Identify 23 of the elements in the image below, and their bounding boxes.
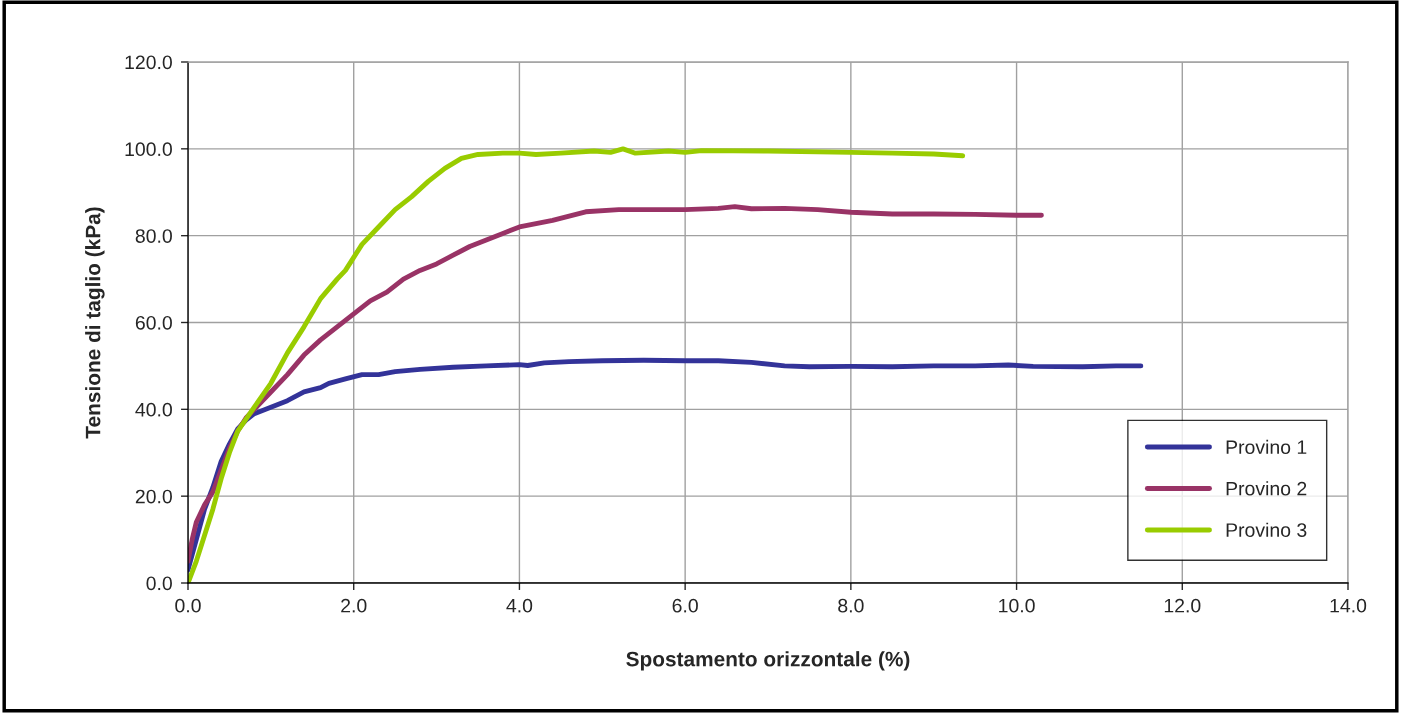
line-series xyxy=(188,357,1144,573)
y-tick-label: 40.0 xyxy=(135,402,172,417)
line-series xyxy=(188,146,966,583)
y-tick-label: 0.0 xyxy=(146,576,172,591)
y-tick-label: 100.0 xyxy=(125,142,172,157)
legend-label: Provino 3 xyxy=(1226,522,1307,537)
x-tick-label: 0.0 xyxy=(175,598,201,613)
x-tick-label: 10.0 xyxy=(999,598,1035,613)
legend-label: Provino 2 xyxy=(1226,481,1307,496)
x-tick-label: 8.0 xyxy=(838,598,864,613)
y-tick-label: 60.0 xyxy=(135,315,172,330)
x-axis-title: Spostamento orizzontale (%) xyxy=(626,651,910,671)
x-tick-label: 12.0 xyxy=(1164,598,1201,613)
y-tick-label: 120.0 xyxy=(125,55,172,70)
x-tick-label: 14.0 xyxy=(1330,598,1367,613)
x-tick-label: 6.0 xyxy=(672,598,698,613)
y-tick-label: 80.0 xyxy=(135,229,172,243)
legend-label: Provino 1 xyxy=(1226,439,1307,455)
y-axis-title: Tensione di taglio (kPa) xyxy=(85,207,105,439)
y-tick-label: 20.0 xyxy=(135,489,172,504)
x-tick-label: 2.0 xyxy=(341,598,367,613)
line-series xyxy=(188,204,1044,564)
x-tick-label: 4.0 xyxy=(506,598,533,613)
